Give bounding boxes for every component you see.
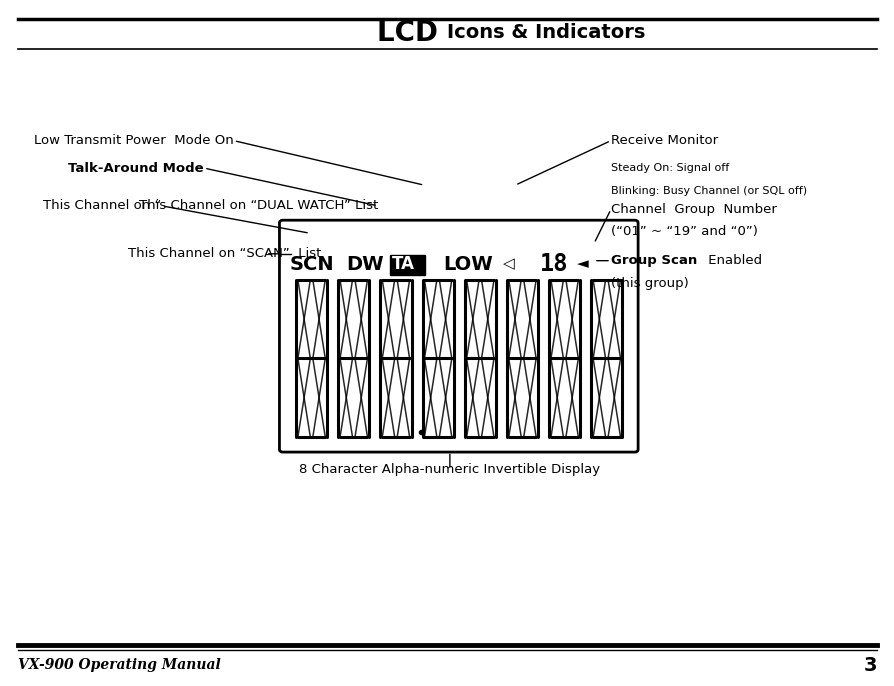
Text: 18: 18 <box>539 252 568 276</box>
Text: This Channel on “DUAL WATCH” List: This Channel on “DUAL WATCH” List <box>139 200 377 212</box>
FancyBboxPatch shape <box>279 220 637 452</box>
Text: Blinking: Busy Channel (or SQL off): Blinking: Busy Channel (or SQL off) <box>611 186 806 196</box>
Text: Low Transmit Power  Mode On: Low Transmit Power Mode On <box>34 134 233 147</box>
Text: ◄: ◄ <box>577 257 588 272</box>
Text: ◁: ◁ <box>502 257 514 272</box>
Text: Group Scan: Group Scan <box>611 255 696 267</box>
Text: Enabled: Enabled <box>704 255 762 267</box>
Text: 8 Character Alpha-numeric Invertible Display: 8 Character Alpha-numeric Invertible Dis… <box>299 464 600 476</box>
Text: 3: 3 <box>863 656 876 675</box>
Text: VX-900 Operating Manual: VX-900 Operating Manual <box>18 659 221 672</box>
Text: LCD: LCD <box>376 19 447 47</box>
Text: Channel  Group  Number: Channel Group Number <box>611 203 776 215</box>
Text: (“01” ~ “19” and “0”): (“01” ~ “19” and “0”) <box>611 226 757 238</box>
Text: DW: DW <box>346 255 384 274</box>
FancyBboxPatch shape <box>389 255 425 275</box>
Text: This Channel on “: This Channel on “ <box>43 200 162 212</box>
Text: LOW: LOW <box>443 255 493 274</box>
Text: Icons & Indicators: Icons & Indicators <box>447 23 645 43</box>
Text: SCN: SCN <box>289 255 333 274</box>
Text: (this group): (this group) <box>611 277 688 289</box>
Text: Receive Monitor: Receive Monitor <box>611 134 717 147</box>
Text: This Channel on “SCAN”  List: This Channel on “SCAN” List <box>128 248 321 260</box>
Text: Steady On: Signal off: Steady On: Signal off <box>611 163 729 173</box>
Text: Talk-Around Mode: Talk-Around Mode <box>68 162 204 174</box>
Text: TA: TA <box>392 255 414 273</box>
